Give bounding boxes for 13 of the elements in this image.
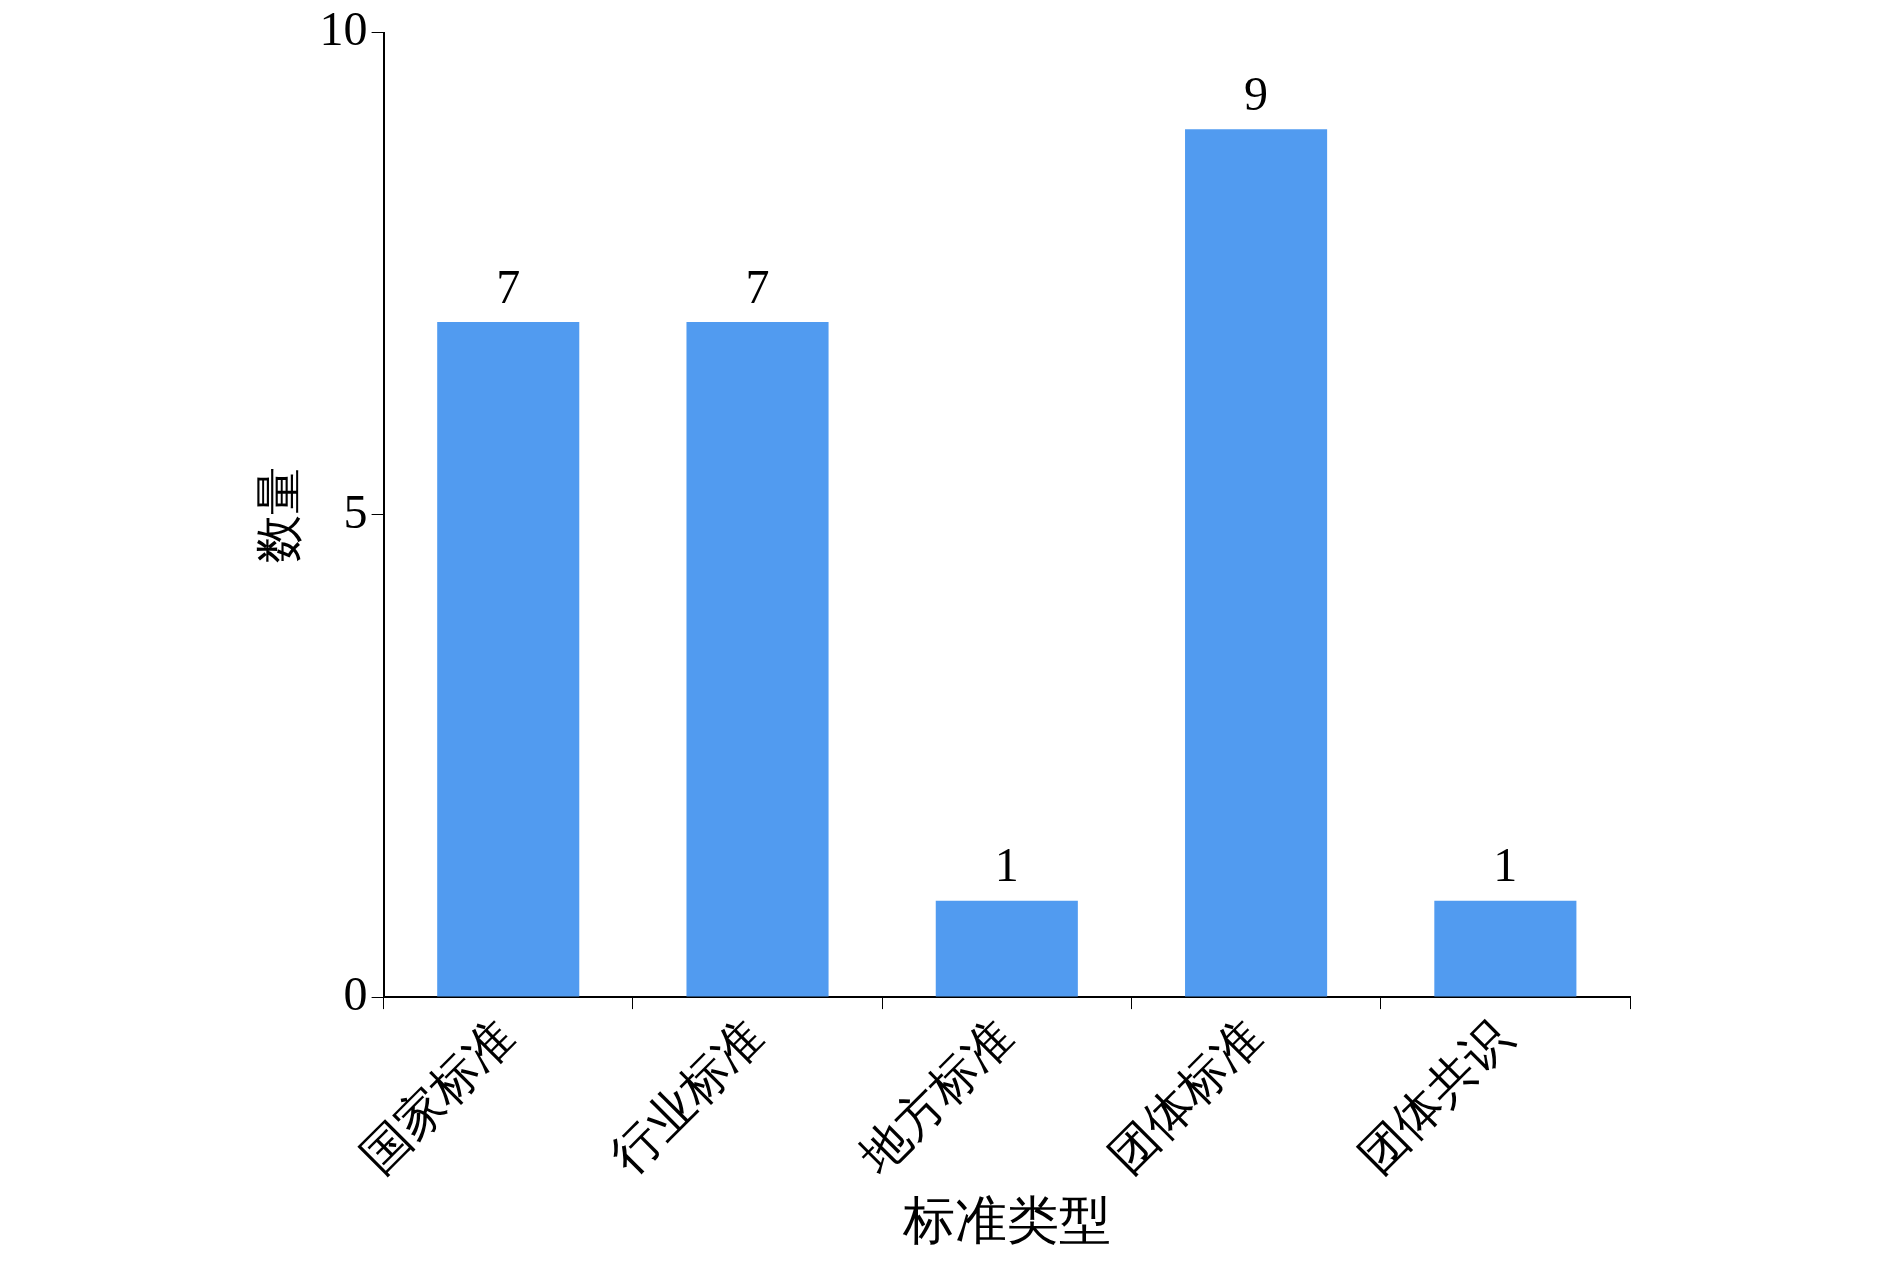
y-tick-label: 10 <box>319 2 368 56</box>
data-label: 9 <box>1244 66 1269 120</box>
data-label: 1 <box>994 838 1019 892</box>
x-tick-label: 地方标准 <box>848 1009 1023 1184</box>
data-label: 1 <box>1493 838 1518 892</box>
y-axis-title: 数量 <box>252 466 306 563</box>
x-tick-label: 团体共识 <box>1348 1009 1522 1184</box>
x-tick-label: 行业标准 <box>600 1009 774 1184</box>
data-label: 7 <box>496 259 521 313</box>
x-axis-title: 标准类型 <box>901 1192 1111 1250</box>
x-tick-label: 团体标准 <box>1098 1009 1273 1184</box>
data-label: 7 <box>745 259 770 313</box>
y-tick-label: 5 <box>343 484 368 538</box>
